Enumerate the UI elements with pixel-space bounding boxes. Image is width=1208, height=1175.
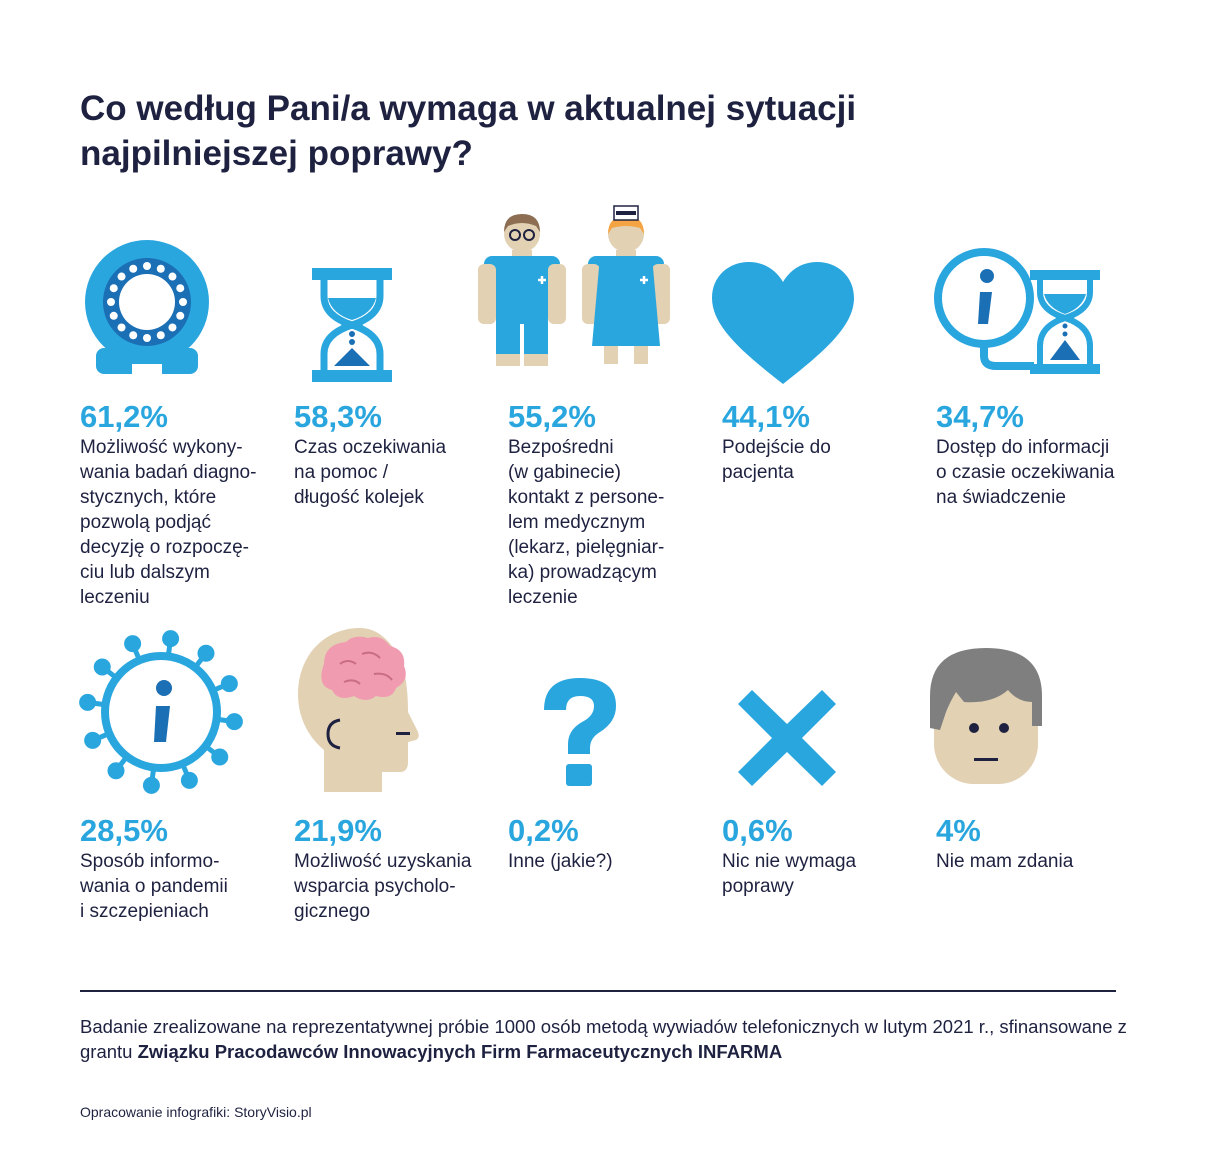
value-label-8: 0,2% bbox=[508, 813, 579, 848]
category-label-6: Sposób informo- wania o pandemii i szcze… bbox=[80, 851, 228, 922]
value-label-10: 4% bbox=[936, 813, 981, 848]
category-label-1: Możliwość wykony- wania badań diagno- st… bbox=[80, 437, 257, 608]
heart-icon bbox=[712, 262, 854, 391]
footnote-text: Badanie zrealizowane na reprezentatywnej… bbox=[80, 1016, 1127, 1062]
question-mark-icon bbox=[540, 676, 620, 793]
category-label-2: Czas oczekiwania na pomoc / długość kole… bbox=[294, 437, 447, 508]
category-label-7: Możliwość uzyskania wsparcia psycholo- g… bbox=[294, 851, 472, 922]
neutral-face-icon bbox=[928, 646, 1044, 791]
value-label-9: 0,6% bbox=[722, 813, 793, 848]
value-label-7: 21,9% bbox=[294, 813, 382, 848]
category-label-8: Inne (jakie?) bbox=[508, 851, 613, 872]
page-title: Co według Pani/a wymaga w aktualnej sytu… bbox=[80, 89, 857, 173]
value-label-4: 44,1% bbox=[722, 399, 810, 434]
category-label-10: Nie mam zdania bbox=[936, 851, 1074, 872]
category-label-3: Bezpośredni (w gabinecie) kontakt z pers… bbox=[508, 437, 665, 608]
divider bbox=[80, 990, 1116, 992]
brain-head-icon bbox=[296, 624, 432, 799]
value-label-3: 55,2% bbox=[508, 399, 596, 434]
footnote: Badanie zrealizowane na reprezentatywnej… bbox=[80, 1014, 1130, 1064]
category-label-4: Podejście do pacjenta bbox=[722, 437, 831, 483]
value-label-2: 58,3% bbox=[294, 399, 382, 434]
info-hourglass-icon bbox=[934, 248, 1100, 387]
value-label-1: 61,2% bbox=[80, 399, 168, 434]
cross-icon bbox=[734, 686, 840, 795]
value-label-6: 28,5% bbox=[80, 813, 168, 848]
credit: Opracowanie infografiki: StoryVisio.pl bbox=[80, 1104, 312, 1120]
mri-scanner-icon bbox=[82, 236, 212, 381]
value-label-5: 34,7% bbox=[936, 399, 1024, 434]
medical-staff-icon bbox=[476, 204, 676, 379]
footnote-sponsor: Związku Pracodawców Innowacyjnych Firm F… bbox=[137, 1041, 783, 1062]
category-label-5: Dostęp do informacji o czasie oczekiwani… bbox=[936, 437, 1115, 508]
category-label-9: Nic nie wymaga poprawy bbox=[722, 851, 857, 897]
virus-info-icon bbox=[76, 630, 246, 799]
hourglass-icon bbox=[312, 268, 392, 387]
